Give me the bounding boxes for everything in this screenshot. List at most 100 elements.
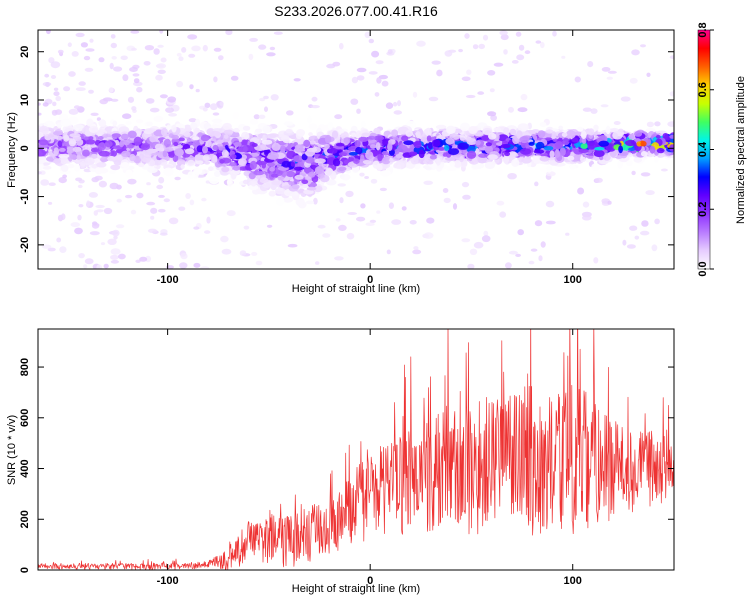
spectrogram-blob <box>593 149 605 158</box>
spectrogram-speckle <box>40 179 50 186</box>
spectrogram-speckle <box>622 239 627 246</box>
spectrogram-blob <box>654 155 659 163</box>
spectrogram-blob <box>255 128 263 133</box>
spectrogram-speckle <box>507 173 517 180</box>
spectrogram-speckle <box>386 249 391 255</box>
spectrogram-blob <box>146 121 153 127</box>
spectrogram-blob <box>487 154 498 160</box>
spectrogram-speckle <box>230 75 239 81</box>
spectrogram-speckle <box>545 200 555 208</box>
spectrogram-speckle <box>371 50 380 58</box>
spectrogram-speckle <box>68 108 79 115</box>
spectrogram-blob <box>331 130 339 139</box>
spectrogram-speckle <box>112 229 120 237</box>
spectrogram-speckle <box>378 74 388 80</box>
spectrogram-blob <box>409 143 415 153</box>
snr-x-tick-label: -100 <box>157 575 179 587</box>
spectrogram-speckle <box>52 101 57 107</box>
spectrogram-speckle <box>626 244 636 249</box>
spectrogram-speckle <box>607 70 617 74</box>
spectrogram-blob <box>173 141 179 147</box>
spectrogram-blob <box>301 153 308 161</box>
spectrogram-blob <box>338 166 347 171</box>
spectrogram-speckle <box>70 222 81 228</box>
spectrogram-blob <box>356 130 362 139</box>
spectrogram-speckle <box>332 61 341 67</box>
spectrogram-blob <box>426 135 432 142</box>
spectrogram-blob <box>149 159 156 167</box>
spectrogram-blob <box>98 150 111 157</box>
spectrogram-blob <box>152 159 162 166</box>
spectrogram-speckle <box>465 94 476 99</box>
spectrogram-speckle <box>347 212 358 215</box>
spectrogram-blob <box>72 146 82 152</box>
spectrogram-speckle <box>153 48 160 55</box>
spectrogram-speckle <box>158 208 166 213</box>
spectrogram-blob <box>204 161 211 165</box>
spectrogram-speckle <box>159 232 168 236</box>
spectrogram-blob <box>306 186 317 191</box>
spectrogram-speckle <box>93 210 99 216</box>
spectrogram-blob <box>578 148 589 153</box>
spectrogram-speckle <box>178 206 186 211</box>
spectrogram-speckle <box>213 47 222 52</box>
spectrogram-speckle <box>249 37 258 42</box>
spectrogram-speckle <box>78 81 86 86</box>
spectrogram-blob <box>533 157 542 165</box>
spectrogram-speckle <box>391 219 402 225</box>
spectrogram-y-tick-label: 10 <box>19 94 31 106</box>
spectrogram-blob <box>107 155 116 162</box>
spectrogram-blob <box>135 119 144 124</box>
spectrogram-speckle <box>375 60 384 65</box>
spectrogram-blob <box>301 179 309 185</box>
spectrogram-speckle <box>263 95 269 100</box>
spectrogram-speckle <box>499 30 508 36</box>
spectrogram-speckle <box>159 94 168 99</box>
spectrogram-blob <box>324 134 332 144</box>
spectrogram-blob <box>147 167 158 174</box>
spectrogram-blob <box>325 167 333 176</box>
spectrogram-blob <box>539 121 547 128</box>
spectrogram-blob <box>446 125 456 134</box>
spectrogram-speckle <box>55 95 61 102</box>
spectrogram-blob <box>58 147 66 152</box>
spectrogram-speckle <box>264 106 268 112</box>
spectrogram-blob <box>187 159 195 166</box>
spectrogram-blob <box>502 155 510 164</box>
spectrogram-blob <box>85 139 96 145</box>
spectrogram-blob <box>154 143 164 151</box>
spectrogram-blob <box>436 157 441 166</box>
spectrogram-blob <box>98 142 106 151</box>
spectrogram-blob <box>562 137 570 146</box>
spectrogram-speckle <box>204 230 211 234</box>
spectrogram-speckle <box>96 264 102 269</box>
spectrogram-x-axis-label: Height of straight line (km) <box>292 283 420 295</box>
spectrogram-speckle <box>436 69 443 77</box>
spectrogram-blob <box>581 137 587 144</box>
spectrogram-speckle <box>239 250 247 256</box>
spectrogram-blob <box>163 138 171 148</box>
spectrogram-blob <box>497 167 503 176</box>
spectrogram-speckle <box>534 220 543 227</box>
spectrogram-blob <box>517 123 529 132</box>
spectrogram-blob <box>259 177 269 184</box>
spectrogram-speckle <box>84 67 94 72</box>
spectrogram-speckle <box>155 74 163 81</box>
spectrogram-speckle <box>607 200 612 205</box>
spectrogram-speckle <box>189 199 195 206</box>
spectrogram-speckle <box>651 244 658 252</box>
spectrogram-speckle <box>640 230 650 236</box>
spectrogram-speckle <box>110 34 116 39</box>
spectrogram-blob <box>561 132 568 138</box>
spectrogram-speckle <box>334 114 343 120</box>
spectrogram-blob <box>559 147 566 156</box>
spectrogram-blob <box>466 138 477 145</box>
spectrogram-speckle <box>464 33 470 39</box>
spectrogram-speckle <box>646 121 655 128</box>
spectrogram-speckle <box>60 213 66 220</box>
spectrogram-blob <box>617 160 623 169</box>
colorbar-tick-label: 0.8 <box>697 22 709 37</box>
spectrogram-blob <box>410 156 419 165</box>
spectrogram-speckle <box>286 110 294 116</box>
spectrogram-speckle <box>645 190 655 196</box>
